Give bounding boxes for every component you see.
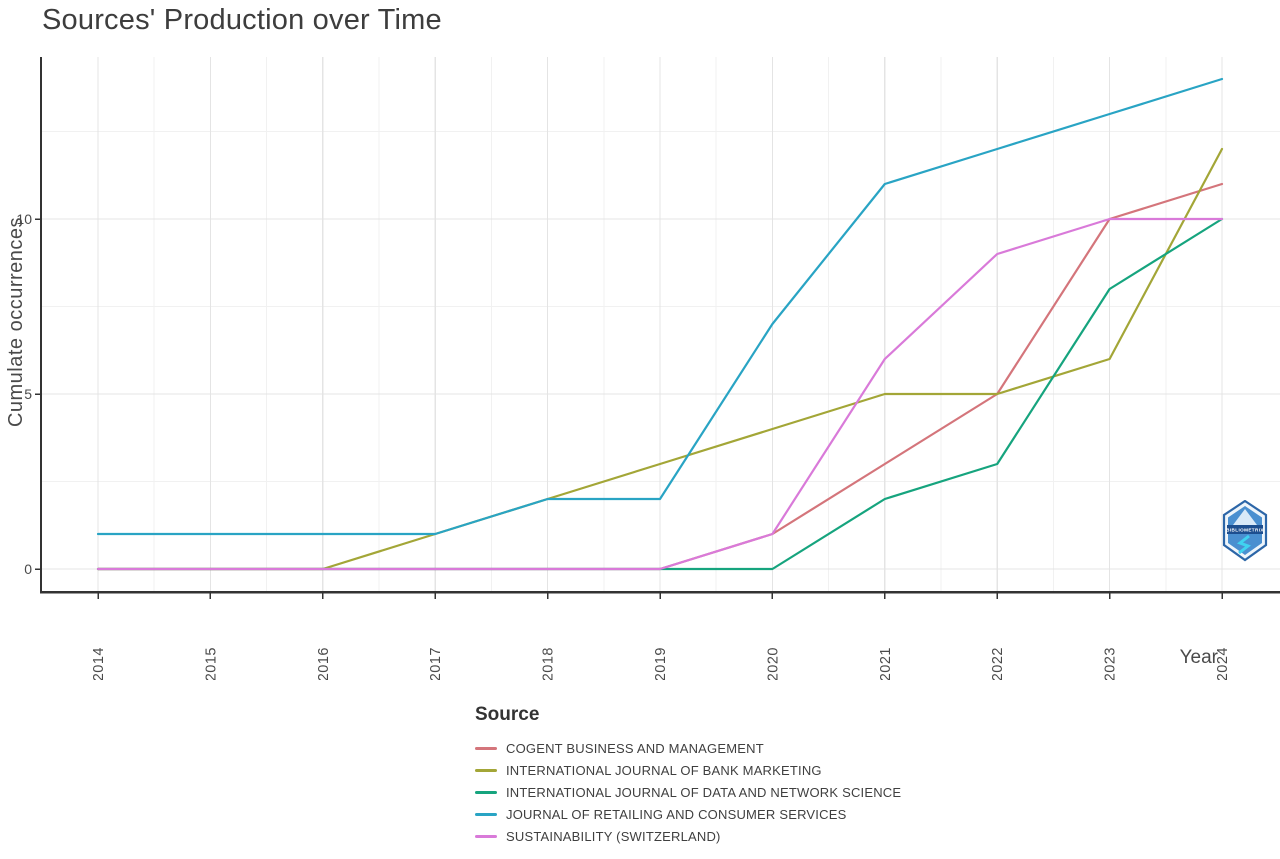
axes [35,57,1280,599]
legend-item: COGENT BUSINESS AND MANAGEMENT [475,737,901,759]
legend-item-label: INTERNATIONAL JOURNAL OF BANK MARKETING [506,762,822,778]
legend-title: Source [475,704,540,725]
series-line [96,217,1224,571]
legend-item: INTERNATIONAL JOURNAL OF BANK MARKETING [475,759,901,781]
series-line [96,77,1224,536]
gridlines [41,57,1280,592]
legend-swatch-icon [475,812,497,816]
x-axis-title: Year [1180,647,1219,668]
x-tick-label: 2021 [878,647,894,680]
logo-mountain-icon [1233,509,1257,525]
data-series-lines [96,77,1224,571]
x-tick-label: 2014 [91,647,107,680]
legend-item-label: COGENT BUSINESS AND MANAGEMENT [506,740,764,756]
logo-text: BIBLIOMETRIX [1226,528,1264,533]
legend-swatch-icon [475,768,497,772]
y-tick-label: 0 [24,561,32,577]
x-tick-label: 2024 [1215,647,1231,680]
x-tick-label: 2018 [541,647,557,680]
legend-item: JOURNAL OF RETAILING AND CONSUMER SERVIC… [475,803,901,825]
legend-item: INTERNATIONAL JOURNAL OF DATA AND NETWOR… [475,781,901,803]
x-tick-label: 2019 [653,647,669,680]
legend-item-label: JOURNAL OF RETAILING AND CONSUMER SERVIC… [506,806,847,822]
logo-banner [1227,525,1263,534]
legend-swatch-icon [475,834,497,838]
x-tick-label: 2015 [203,647,219,680]
y-tick-label: 10 [16,211,32,227]
legend-items: COGENT BUSINESS AND MANAGEMENT INTERNATIO… [475,737,901,847]
bibliometrix-logo: BIBLIOMETRIX [1222,500,1268,562]
x-tick-label: 2020 [765,647,781,680]
legend-item-label: SUSTAINABILITY (SWITZERLAND) [506,828,721,844]
y-axis-title: Cumulate occurrences [5,217,27,427]
x-tick-label: 2022 [990,647,1006,680]
line-chart-canvas: 0 5 10 2014 2015 2016 2017 2018 2019 2020 2021 2022… [5,57,1280,680]
x-tick-label: 2016 [316,647,332,680]
legend-swatch-icon [475,790,497,794]
legend-swatch-icon [475,746,497,750]
x-tick-label: 2023 [1103,647,1119,680]
logo-lightning-icon [1236,534,1252,555]
y-tick-label: 5 [24,386,32,402]
x-tick-label: 2017 [428,647,444,680]
legend-item: SUSTAINABILITY (SWITZERLAND) [475,825,901,847]
legend: Source COGENT BUSINESS AND MANAGEMENT INT… [475,704,901,847]
tick-labels: 0 5 10 2014 2015 2016 2017 2018 2019 2020 2021 2022… [16,211,1231,680]
chart-title: Sources' Production over Time [42,4,442,36]
legend-item-label: INTERNATIONAL JOURNAL OF DATA AND NETWOR… [506,784,902,800]
